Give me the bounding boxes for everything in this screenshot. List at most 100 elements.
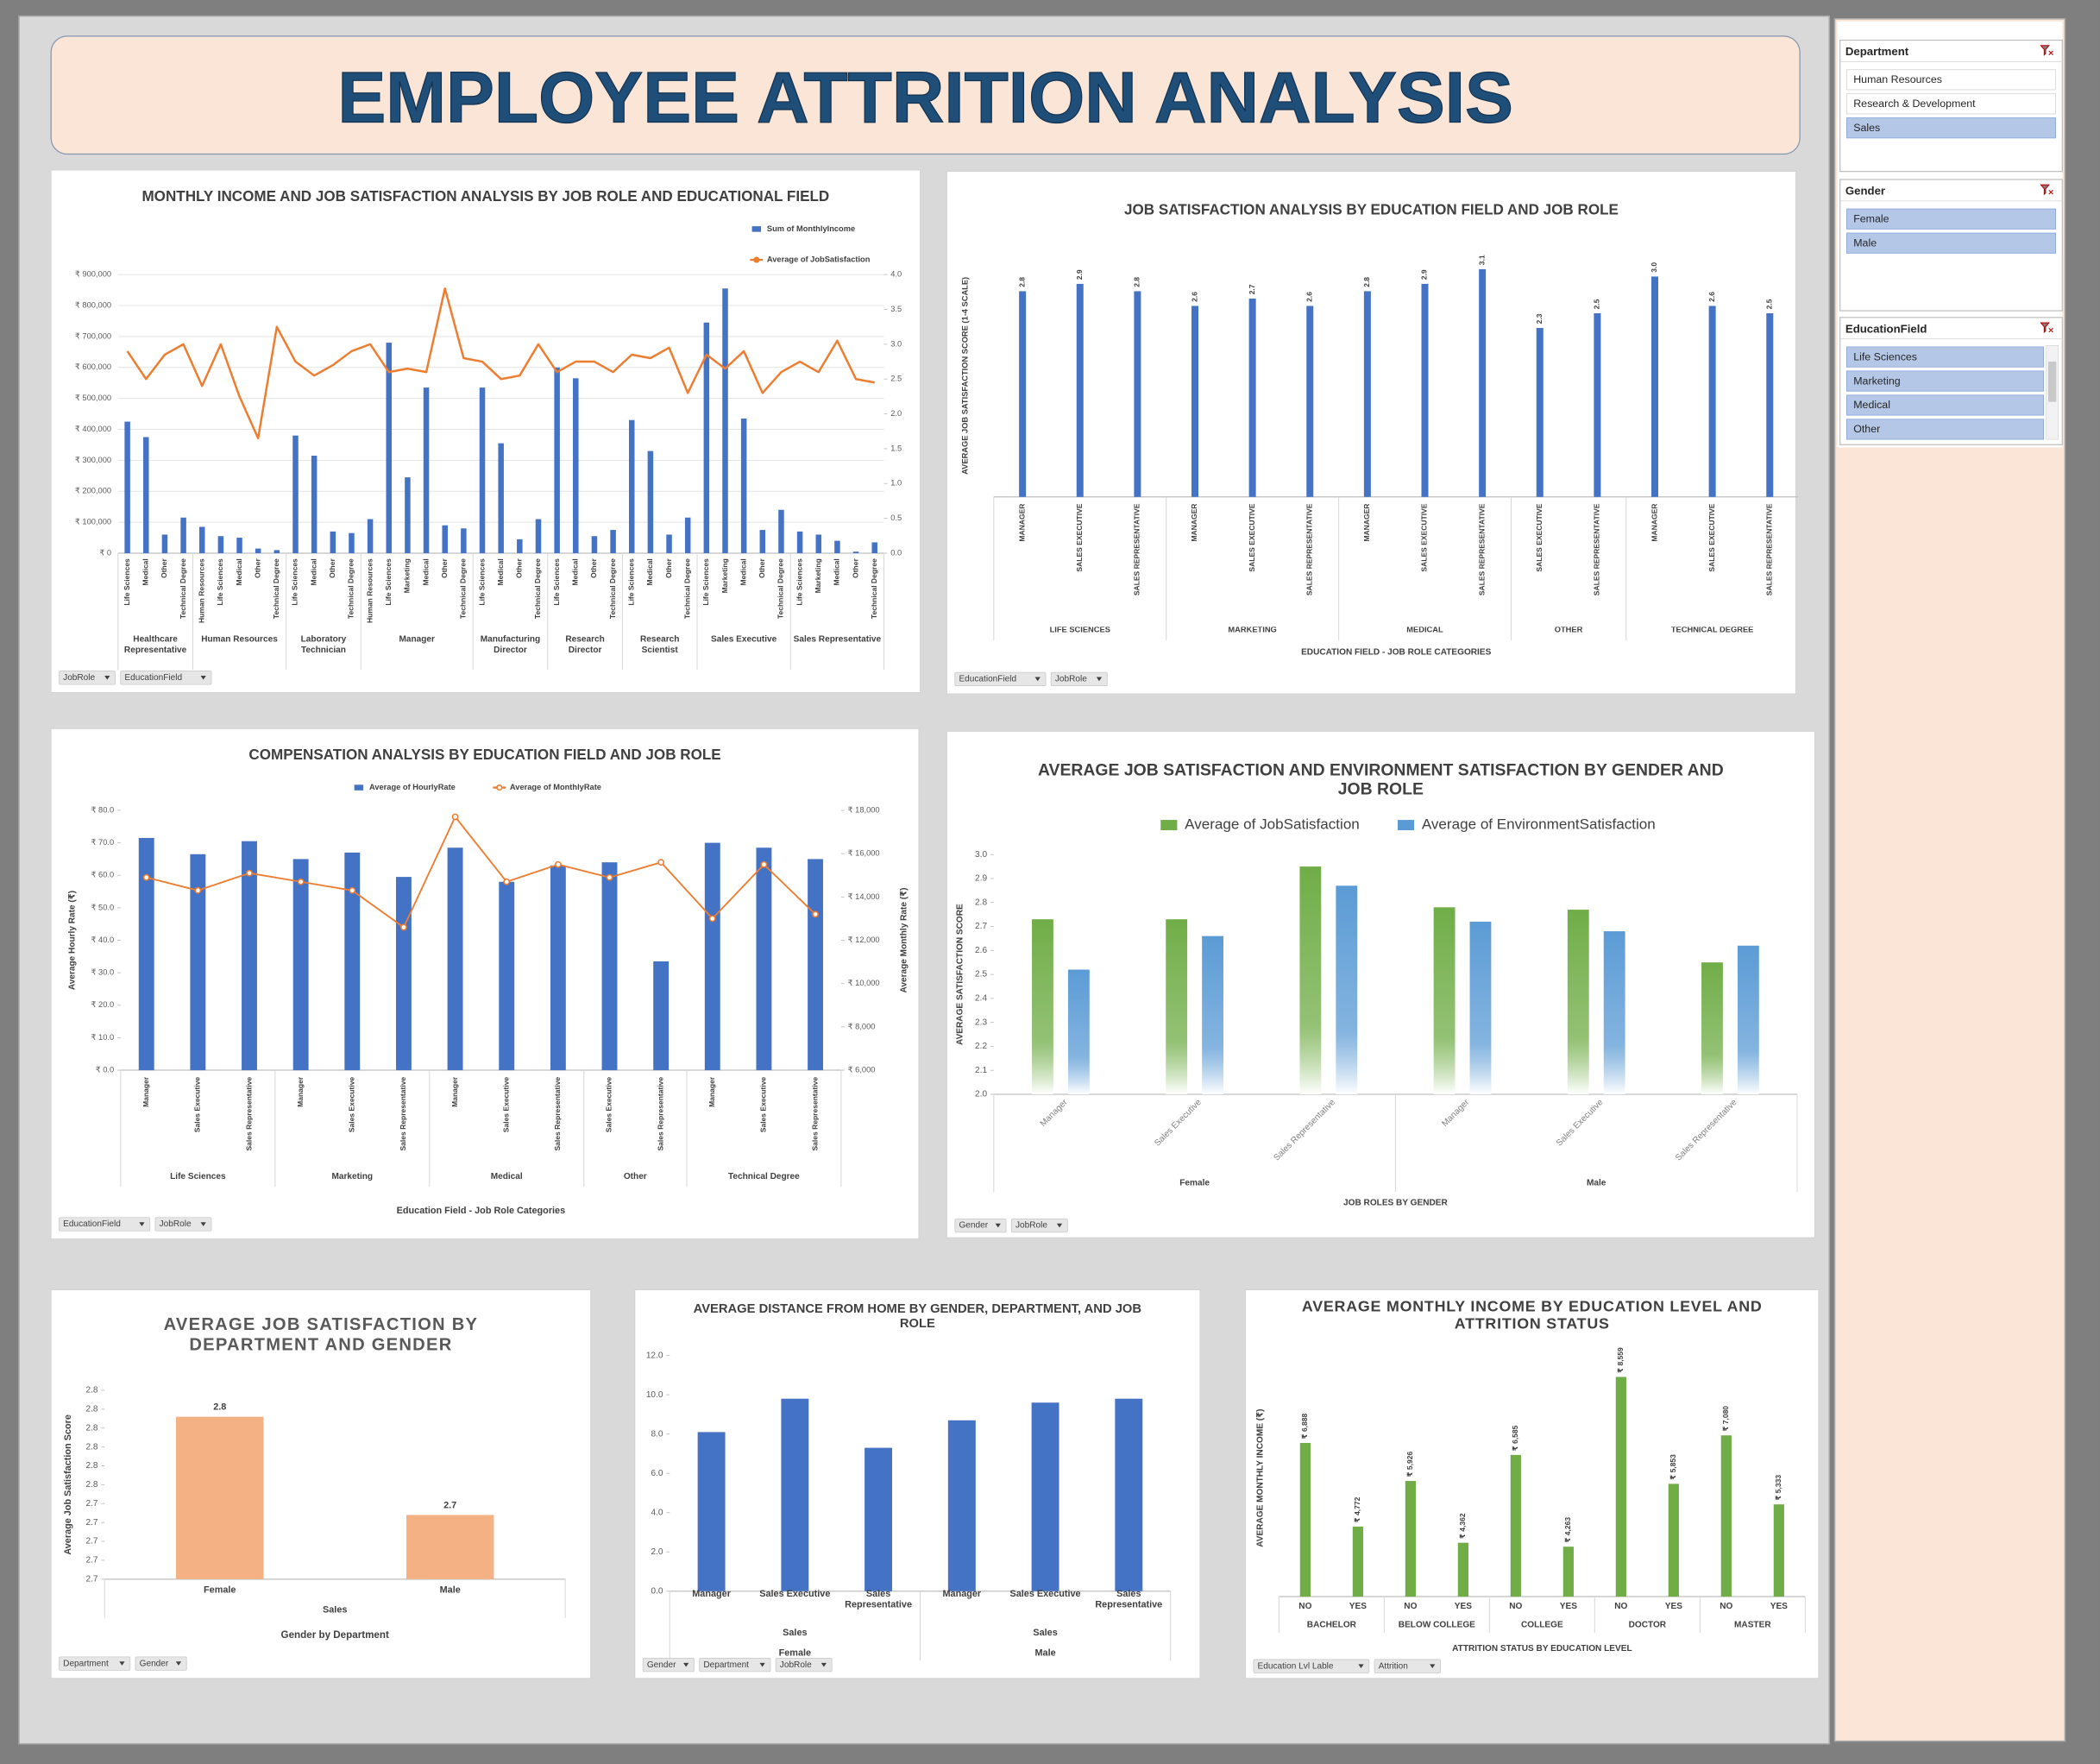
x-axis-title: ATTRITION STATUS BY EDUCATION LEVEL [1452,1644,1632,1654]
slicer-item[interactable] [1845,346,2045,368]
y-tick-label: ₹ 16,000 [848,849,880,858]
bar [1248,298,1256,497]
line-series [146,816,816,929]
field-button[interactable] [59,1656,131,1671]
x-group-label-box: Male [1034,1649,1055,1659]
chart-title: AVERAGE JOB SATISFACTION BY DEPARTMENT A… [163,1315,479,1354]
field-button[interactable] [135,1656,187,1671]
bar [386,343,393,553]
x-tick-label: Other [440,558,449,578]
y-axis-title: Average Job Satisfaction Score [63,1414,73,1555]
slicer-item-label: Female [1853,213,1889,225]
x-tick-label: Human Resources [365,558,374,623]
x-group-label: MASTER [1734,1621,1771,1631]
field-button[interactable] [775,1658,833,1673]
slicer-item[interactable] [1845,370,2045,392]
y-tick-label: 1.5 [890,444,902,452]
field-button-arrow [821,1662,827,1667]
x-tick-label: Technical Degree [608,558,617,619]
bar [423,387,430,553]
x-tick-label: Sales Representative [399,1077,407,1151]
slicer-scroll-thumb[interactable] [2048,362,2057,402]
field-button-arrow [759,1662,765,1667]
y-tick-label: 2.4 [975,994,987,1004]
chart-title-box: JOB SATISFACTION ANALYSIS BY EDUCATION F… [1124,202,1619,218]
y-tick-label: ₹ 600,000 [75,362,111,371]
slicer-item[interactable] [1845,419,2045,440]
field-button[interactable] [59,1217,151,1232]
bar [138,837,154,1071]
field-button-label: JobRole [780,1660,812,1670]
x-tick-label: MANAGER [1017,504,1026,542]
x-tick-label: Manager [141,1076,150,1107]
field-button-arrow [119,1661,125,1666]
bar [344,852,361,1071]
legend-swatch-marker [496,784,503,791]
chart-title-box: AVERAGE JOB SATISFACTION BY DEPARTMENT A… [163,1315,479,1354]
slicer-item[interactable] [1845,117,2057,139]
bar [697,1432,726,1591]
x-tick-label: Sales Executive [759,1590,831,1600]
clear-filter-icon[interactable] [2040,45,2053,56]
bar [161,534,168,553]
slicer-item[interactable] [1845,93,2057,115]
chart-title: AVERAGE MONTHLY INCOME BY EDUCATION LEVE… [1301,1299,1763,1333]
slicer-item[interactable] [1845,232,2057,254]
field-button[interactable] [642,1658,695,1673]
bar [1457,1542,1468,1597]
x-group-label: DOCTOR [1628,1621,1667,1631]
field-button-label: JobRole [160,1219,192,1229]
bar [242,841,257,1071]
field-button[interactable] [1374,1659,1441,1673]
x-tick-label: Technical Degree [776,558,785,619]
x-tick-label: SALES EXECUTIVE [1248,503,1256,571]
bar [190,854,206,1071]
y-tick-label: 2.8 [975,898,987,907]
slicer-item-label: Male [1853,236,1877,249]
x-tick-label: Marketing [720,558,729,593]
bar [666,534,672,553]
slicer-item[interactable] [1845,394,2045,416]
x-tick-label: SALES REPRESENTATIVE [1305,503,1314,595]
field-button[interactable] [1253,1659,1370,1673]
field-button[interactable] [1050,671,1108,687]
bar [1708,306,1716,497]
data-label: 3.1 [1477,255,1486,265]
x-group-label: Life Sciences [170,1172,226,1182]
slicer-item[interactable] [1845,208,2057,230]
y-tick-label: 2.9 [975,874,987,884]
x-group-label: Male [1586,1179,1606,1189]
bar [573,378,579,553]
chart-title: COMPENSATION ANALYSIS BY EDUCATION FIELD… [248,747,721,764]
field-button[interactable] [59,671,116,685]
x-group-label: Medical [490,1172,523,1182]
bar [740,418,747,553]
y-tick-label: 2.2 [975,1042,987,1051]
x-tick-label: Sales Representative [845,1590,913,1610]
clear-filter-icon[interactable] [2040,322,2053,334]
x-tick-label: Life Sciences [552,558,561,606]
field-button[interactable] [699,1658,771,1673]
slicer-item[interactable] [1845,69,2057,91]
field-button[interactable] [954,671,1047,687]
y-tick-label: 2.8 [86,1405,98,1414]
x-tick-label: Life Sciences [626,558,635,606]
x-axis-title: Education Field - Job Role Categories [397,1206,566,1216]
data-label: 2.8 [1017,277,1026,287]
chart-title: AVERAGE JOB SATISFACTION AND ENVIRONMENT… [1037,760,1724,799]
y-tick-label: 2.7 [86,1518,98,1528]
line-marker [606,873,613,881]
field-button[interactable] [154,1217,212,1232]
y-tick-label: 0.0 [651,1586,663,1596]
x-group-label-box: OTHER [1555,627,1583,634]
field-button-arrow [1056,1223,1063,1228]
field-button[interactable] [120,671,212,685]
x-tick-label: Medical [739,558,747,585]
field-button[interactable] [954,1218,1007,1233]
x-tick-label: Manager [450,1076,459,1107]
y-tick-label: ₹ 10,000 [848,979,880,987]
y-tick-label: 12.0 [646,1351,663,1360]
field-button[interactable] [1010,1218,1068,1233]
x-group-label: Technical Degree [727,1172,800,1182]
clear-filter-icon[interactable] [2040,184,2053,196]
